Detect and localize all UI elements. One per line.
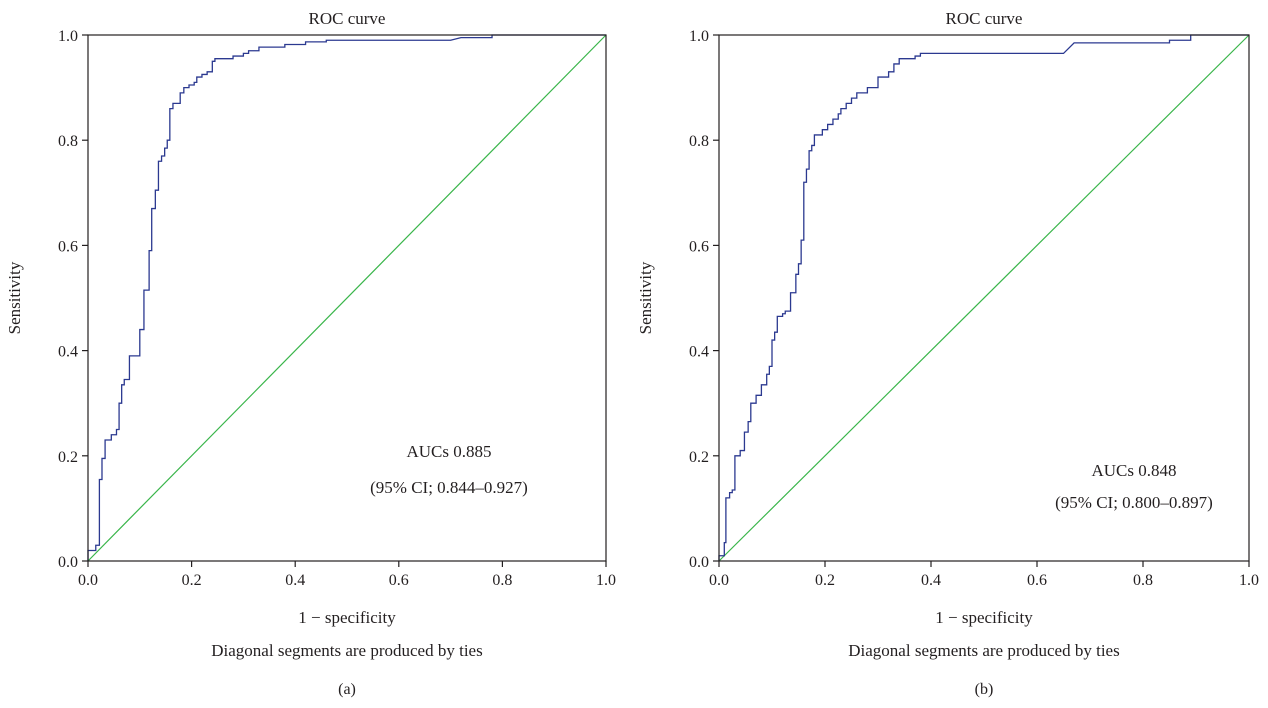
x-tick-label: 1.0	[1239, 572, 1259, 589]
y-tick-label: 0.0	[58, 554, 78, 571]
y-tick-label: 0.4	[689, 344, 709, 361]
y-tick-label: 0.6	[689, 238, 709, 255]
auc-annotation: AUCs 0.848	[1091, 461, 1176, 480]
auc-annotation: AUCs 0.885	[406, 442, 491, 461]
y-tick-label: 1.0	[689, 28, 709, 45]
y-tick-label: 0.2	[689, 449, 709, 466]
x-tick-label: 0.6	[389, 572, 409, 589]
x-tick-label: 0.6	[1027, 572, 1047, 589]
y-tick-label: 0.2	[58, 449, 78, 466]
roc-curve-line	[718, 34, 1249, 561]
x-axis-label: 1 − specificity	[935, 608, 1033, 627]
chart-panel-b: ROC curve 0.0 0.2 0.4 0.6 0.8 1.0 0.0 0.2 0.4 0.6 0…	[636, 9, 1259, 698]
y-tick-label: 0.8	[689, 133, 709, 150]
footnote-ties: Diagonal segments are produced by ties	[848, 641, 1119, 660]
roc-curve-line	[87, 34, 606, 561]
chart-title: ROC curve	[309, 9, 386, 28]
y-tick-label: 1.0	[58, 28, 78, 45]
ci-annotation: (95% CI; 0.844–0.927)	[370, 478, 528, 497]
y-tick-label: 0.4	[58, 344, 78, 361]
plot-frame	[718, 34, 1250, 562]
panel-label: (b)	[975, 681, 994, 698]
reference-diagonal-line	[87, 34, 607, 562]
ci-annotation: (95% CI; 0.800–0.897)	[1055, 493, 1213, 512]
reference-diagonal-line	[718, 34, 1250, 562]
footnote-ties: Diagonal segments are produced by ties	[211, 641, 482, 660]
x-tick-label: 0.8	[1133, 572, 1153, 589]
chart-panel-a: ROC curve 0.0 0.2 0.4 0.6 0.8 1.0 0.0 0.2 0.4 0.6 0…	[5, 9, 616, 698]
x-tick-label: 0.2	[182, 572, 202, 589]
x-tick-label: 0.0	[709, 572, 729, 589]
x-tick-label: 0.2	[815, 572, 835, 589]
x-tick-label: 1.0	[596, 572, 616, 589]
x-tick-label: 0.4	[921, 572, 941, 589]
y-tick-label: 0.8	[58, 133, 78, 150]
x-tick-label: 0.0	[78, 572, 98, 589]
x-axis-label: 1 − specificity	[298, 608, 396, 627]
y-tick-label: 0.0	[689, 554, 709, 571]
chart-title: ROC curve	[946, 9, 1023, 28]
x-tick-label: 0.4	[285, 572, 305, 589]
y-tick-label: 0.6	[58, 238, 78, 255]
plot-frame	[87, 34, 607, 562]
x-tick-label: 0.8	[492, 572, 512, 589]
y-axis-label: Sensitivity	[5, 261, 24, 334]
y-axis-label: Sensitivity	[636, 261, 655, 334]
panel-label: (a)	[338, 681, 356, 698]
